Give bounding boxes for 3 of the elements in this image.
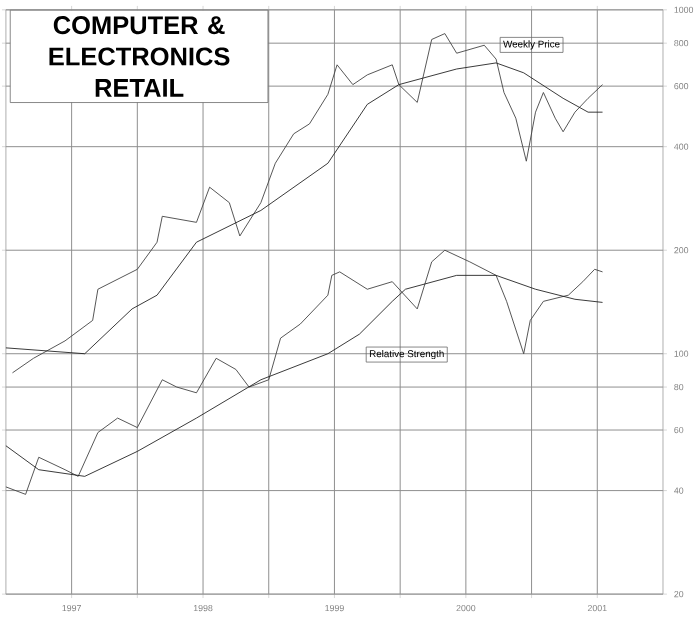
text: COMPUTER & ELECTRONICS RETAIL xyxy=(49,16,230,97)
line-series xyxy=(5,275,603,477)
line-series xyxy=(5,249,603,495)
